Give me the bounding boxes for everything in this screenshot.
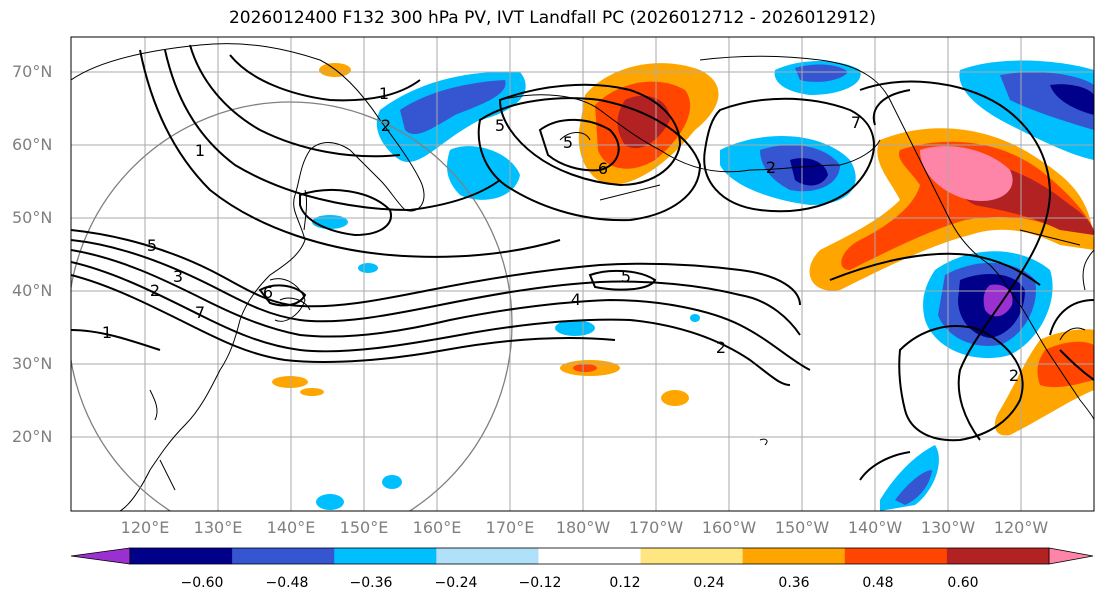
colorbar-tick-label: −0.60 bbox=[180, 575, 224, 591]
lat-label: 50°N bbox=[12, 208, 53, 227]
lon-label: 150°W bbox=[774, 518, 830, 537]
contour-label: 5 bbox=[147, 236, 157, 255]
colorbar-swatch bbox=[946, 548, 1050, 564]
contour-label: 5 bbox=[495, 116, 505, 135]
lat-label: 70°N bbox=[12, 62, 53, 81]
colorbar-tick-label: 0.12 bbox=[609, 575, 641, 591]
contour-label: 4 bbox=[571, 290, 581, 309]
lon-label: 150°E bbox=[339, 518, 389, 537]
colorbar-swatch bbox=[334, 548, 437, 564]
contour-label: 2 bbox=[150, 281, 160, 300]
map-title: 2026012400 F132 300 hPa PV, IVT Landfall… bbox=[228, 8, 876, 28]
colorbar-tick-label: 0.24 bbox=[693, 575, 725, 591]
lon-label: 170°E bbox=[485, 518, 535, 537]
colorbar bbox=[70, 547, 1094, 565]
lon-label: 160°W bbox=[701, 518, 757, 537]
colorbar-tick-label: 0.48 bbox=[862, 575, 894, 591]
colorbar-tick-label: −0.12 bbox=[518, 575, 562, 591]
lat-label: 20°N bbox=[12, 427, 53, 446]
colorbar-tick-label: −0.48 bbox=[265, 575, 309, 591]
lon-label: 130°E bbox=[193, 518, 243, 537]
colorbar-tick-label: 0.60 bbox=[947, 575, 979, 591]
colorbar-swatch bbox=[844, 548, 948, 564]
lat-label: 60°N bbox=[12, 135, 53, 154]
contour-label: 2 bbox=[1009, 366, 1019, 385]
lon-label: 120°E bbox=[120, 518, 170, 537]
contour-label: 6 bbox=[263, 283, 273, 302]
contour-label: 2 bbox=[716, 338, 726, 357]
contour-label: 2 bbox=[381, 116, 391, 135]
contour-labels: 1 2 5 5 6 2 7 5 3 2 6 1 5 4 2 2 1 7 bbox=[102, 84, 1019, 385]
colorbar-swatch bbox=[538, 548, 642, 564]
lon-label: 160°E bbox=[412, 518, 462, 537]
lon-label: 140°E bbox=[266, 518, 316, 537]
lon-label: 130°W bbox=[920, 518, 976, 537]
colorbar-tick-label: 0.36 bbox=[778, 575, 810, 591]
map-frame bbox=[70, 36, 1095, 512]
lon-label: 180°W bbox=[555, 518, 611, 537]
pv-contours bbox=[71, 44, 1094, 481]
contour-label: 6 bbox=[598, 159, 608, 178]
contour-label: 3 bbox=[173, 267, 183, 286]
colorbar-swatch bbox=[232, 548, 335, 564]
graticule bbox=[71, 37, 1094, 511]
contour-label: 1 bbox=[102, 323, 112, 342]
contour-label: 5 bbox=[621, 267, 631, 286]
landfall-radius-circle bbox=[71, 101, 513, 511]
lon-label: 120°W bbox=[993, 518, 1049, 537]
contour-label: 7 bbox=[851, 113, 861, 132]
colorbar-tick-label: −0.24 bbox=[434, 575, 478, 591]
contour-label: 7 bbox=[195, 303, 205, 322]
colorbar-tick-label: −0.36 bbox=[349, 575, 393, 591]
contour-label: 5 bbox=[563, 133, 573, 152]
lat-label: 30°N bbox=[12, 354, 53, 373]
colorbar-swatch bbox=[130, 548, 233, 564]
contour-label: 1 bbox=[379, 84, 389, 103]
contour-label: 1 bbox=[195, 141, 205, 160]
pv-shading bbox=[272, 60, 1094, 511]
contour-label: 2 bbox=[766, 158, 776, 177]
lon-label: 170°W bbox=[628, 518, 684, 537]
lat-label: 40°N bbox=[12, 281, 53, 300]
colorbar-swatch bbox=[436, 548, 539, 564]
coastlines bbox=[71, 43, 1094, 511]
lon-label: 140°W bbox=[847, 518, 903, 537]
colorbar-swatch bbox=[640, 548, 744, 564]
colorbar-swatch bbox=[742, 548, 846, 564]
